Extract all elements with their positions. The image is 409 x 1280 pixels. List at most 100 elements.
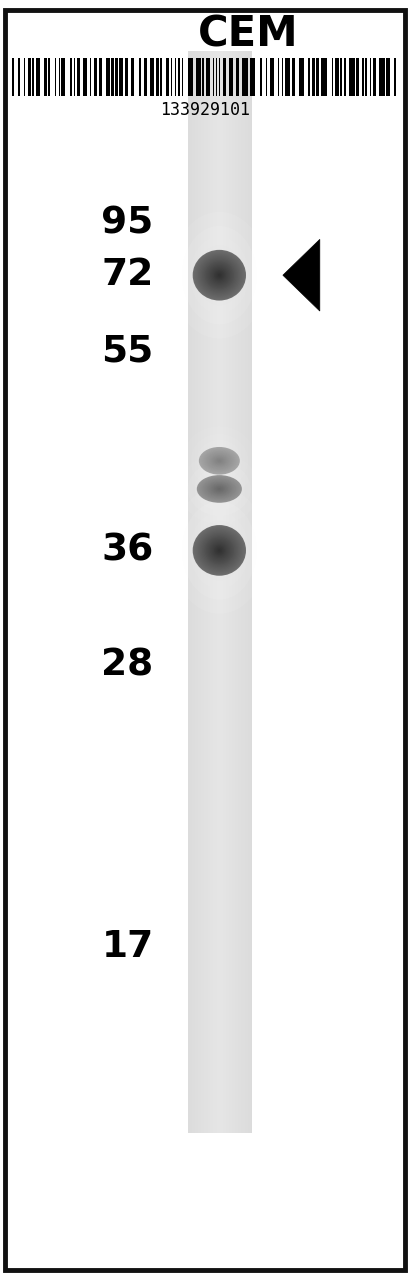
Ellipse shape <box>190 434 247 488</box>
Bar <box>235 51 236 1133</box>
Ellipse shape <box>214 457 224 465</box>
Ellipse shape <box>205 481 232 497</box>
Bar <box>219 51 220 1133</box>
Ellipse shape <box>206 262 232 288</box>
Bar <box>369 58 371 96</box>
Ellipse shape <box>212 269 225 282</box>
Bar <box>343 58 345 96</box>
Ellipse shape <box>213 545 224 556</box>
Ellipse shape <box>215 547 223 554</box>
Bar <box>265 58 267 96</box>
Bar <box>165 58 168 96</box>
Bar <box>245 51 246 1133</box>
Bar <box>181 58 182 96</box>
Text: 17: 17 <box>101 929 153 965</box>
Ellipse shape <box>204 261 234 289</box>
Bar <box>83 58 87 96</box>
Ellipse shape <box>193 251 244 300</box>
Ellipse shape <box>210 484 228 494</box>
Bar <box>218 51 219 1133</box>
Ellipse shape <box>209 483 229 495</box>
Ellipse shape <box>213 270 224 280</box>
Ellipse shape <box>203 529 235 571</box>
Bar <box>385 58 389 96</box>
Bar <box>231 51 232 1133</box>
Bar <box>200 51 201 1133</box>
Ellipse shape <box>211 456 227 466</box>
Bar <box>131 58 134 96</box>
Bar <box>90 58 91 96</box>
Ellipse shape <box>190 512 248 589</box>
Ellipse shape <box>196 475 241 503</box>
Ellipse shape <box>209 454 229 467</box>
Ellipse shape <box>200 477 238 500</box>
Ellipse shape <box>207 481 231 497</box>
Bar <box>195 51 196 1133</box>
Ellipse shape <box>216 458 222 463</box>
Text: 28: 28 <box>101 648 153 684</box>
Ellipse shape <box>202 449 235 472</box>
Ellipse shape <box>211 484 227 494</box>
Bar <box>217 51 218 1133</box>
Bar <box>209 51 210 1133</box>
Ellipse shape <box>208 536 229 564</box>
Bar <box>339 58 341 96</box>
Bar <box>202 58 203 96</box>
Bar <box>74 58 75 96</box>
Polygon shape <box>282 239 319 311</box>
Bar <box>243 51 244 1133</box>
Bar <box>24 58 25 96</box>
Ellipse shape <box>200 448 237 474</box>
Bar <box>292 58 294 96</box>
Bar <box>111 58 114 96</box>
Bar <box>220 51 221 1133</box>
Ellipse shape <box>206 538 232 563</box>
Ellipse shape <box>200 448 238 474</box>
Ellipse shape <box>203 260 235 291</box>
Bar <box>232 51 233 1133</box>
Bar <box>315 58 318 96</box>
Ellipse shape <box>213 457 225 465</box>
Bar <box>393 58 396 96</box>
Bar <box>311 58 314 96</box>
Bar <box>242 58 247 96</box>
Bar <box>239 51 240 1133</box>
Bar <box>218 58 220 96</box>
Bar <box>149 58 153 96</box>
Ellipse shape <box>192 525 245 576</box>
Ellipse shape <box>199 531 239 570</box>
Bar <box>190 51 191 1133</box>
Bar <box>372 58 375 96</box>
Bar <box>331 58 333 96</box>
Bar <box>216 51 217 1133</box>
Ellipse shape <box>217 460 221 462</box>
Text: CEM: CEM <box>197 14 298 55</box>
Bar <box>307 58 309 96</box>
Text: 55: 55 <box>101 334 153 370</box>
Ellipse shape <box>196 529 241 572</box>
Bar <box>32 58 34 96</box>
Ellipse shape <box>211 453 227 468</box>
Ellipse shape <box>203 535 235 566</box>
Ellipse shape <box>208 540 229 561</box>
Bar <box>281 58 283 96</box>
Ellipse shape <box>216 486 222 492</box>
Bar <box>222 51 223 1133</box>
Bar <box>187 58 193 96</box>
Bar <box>210 51 211 1133</box>
Bar <box>204 51 205 1133</box>
Bar <box>187 51 188 1133</box>
Bar <box>193 51 194 1133</box>
Bar <box>106 58 110 96</box>
Ellipse shape <box>202 444 236 477</box>
Ellipse shape <box>198 447 239 475</box>
Ellipse shape <box>208 265 229 285</box>
Text: 133929101: 133929101 <box>160 101 249 119</box>
Bar <box>215 58 217 96</box>
Ellipse shape <box>218 488 220 490</box>
Bar <box>230 51 231 1133</box>
Bar <box>234 51 235 1133</box>
Bar <box>214 51 215 1133</box>
Bar <box>236 51 237 1133</box>
Ellipse shape <box>216 273 222 278</box>
